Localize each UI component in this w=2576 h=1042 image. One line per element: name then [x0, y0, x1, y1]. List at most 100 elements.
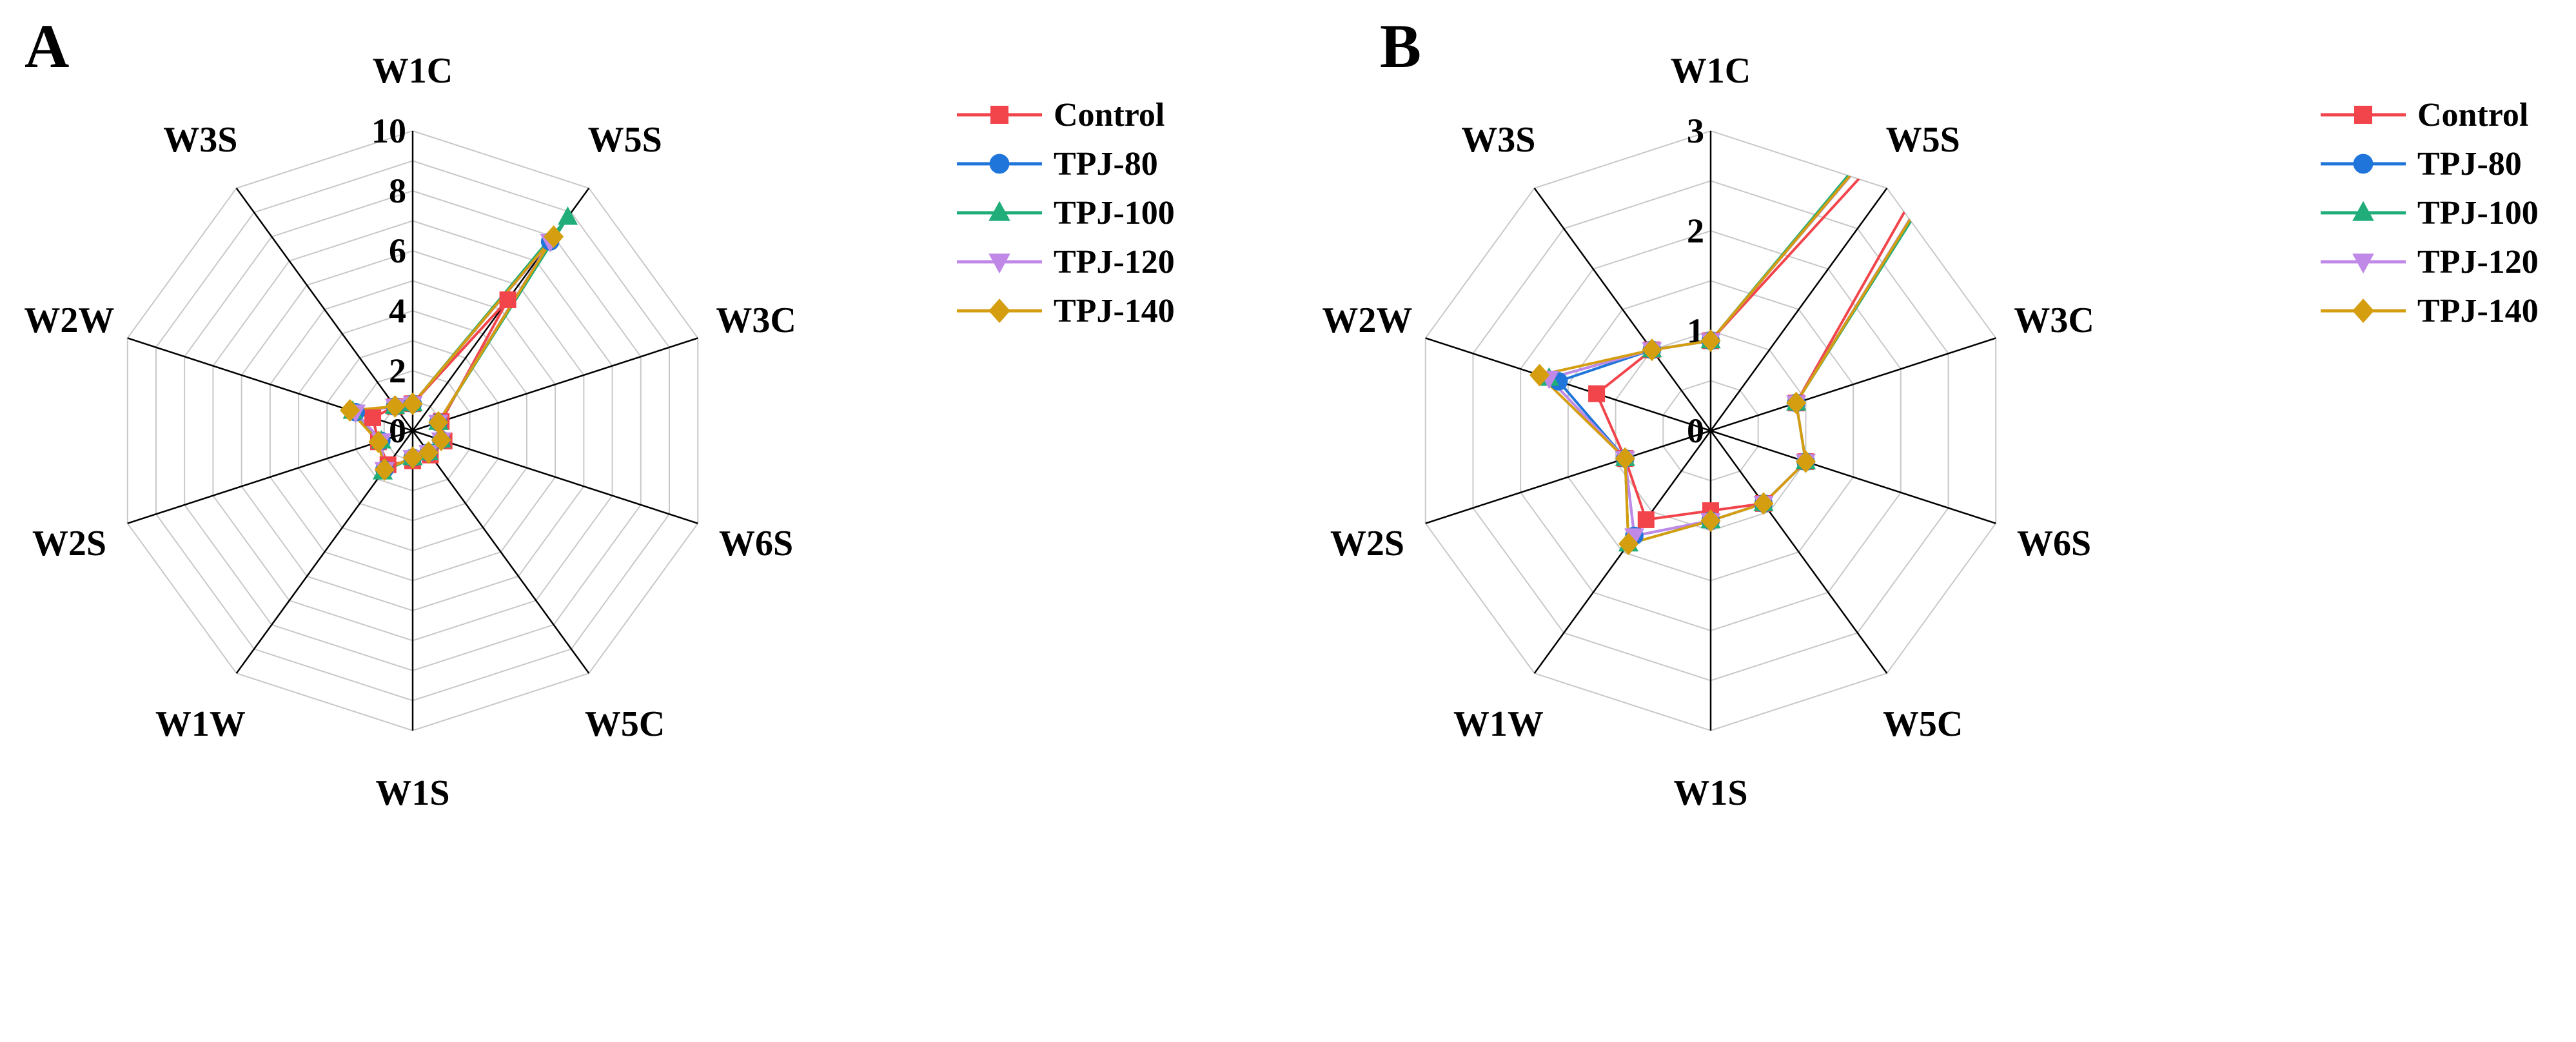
legend-marker-tpj-100 — [988, 201, 1010, 221]
data-point-tpj-140-w3s — [385, 395, 406, 418]
series-line-tpj-120 — [1548, 131, 1996, 538]
legend-marker-tpj-120 — [988, 253, 1010, 274]
axis-line-w1w — [1533, 430, 1712, 674]
legend-label-tpj-120: TPJ-120 — [1054, 243, 1175, 280]
axis-line-w2s — [1425, 429, 1711, 524]
axis-label-w6s: W6S — [719, 524, 793, 564]
legend-label-tpj-80: TPJ-80 — [1054, 145, 1158, 182]
legend-marker-tpj-80 — [989, 153, 1010, 174]
radial-tick-label: 0 — [389, 411, 406, 450]
legend-key-tpj-140 — [957, 299, 1042, 323]
axis-line-w3s — [1533, 188, 1712, 431]
legend-label-tpj-100: TPJ-100 — [2417, 194, 2539, 231]
legend-key-control — [2321, 106, 2406, 124]
data-point-tpj-140-w2w — [1529, 364, 1550, 387]
legend-item-tpj-120: TPJ-120 — [2318, 237, 2539, 286]
data-point-tpj-140-w3s — [1642, 339, 1662, 362]
axis-label-w1w: W1W — [1453, 704, 1544, 744]
data-point-tpj-100-w5s — [557, 206, 578, 225]
radial-tick-label: 2 — [1687, 211, 1704, 250]
radial-tick-label: 3 — [1687, 112, 1704, 150]
data-point-tpj-140-w3c — [1786, 391, 1807, 415]
axis-label-w1s: W1S — [375, 773, 449, 813]
axis-label-w2s: W2S — [32, 524, 106, 564]
series-line-tpj-140 — [1538, 131, 1996, 546]
legend-item-tpj-100: TPJ-100 — [954, 188, 1175, 237]
axis-label-w5c: W5C — [1883, 704, 1963, 744]
data-point-control-w2w — [1588, 385, 1606, 402]
data-point-control-w1w — [1637, 511, 1655, 528]
axis-label-w5c: W5C — [585, 704, 665, 744]
axis-line-w5c — [411, 430, 590, 674]
data-point-tpj-140-w6s — [431, 428, 451, 451]
legend-marker-control — [2354, 106, 2372, 124]
legend-label-tpj-140: TPJ-140 — [2417, 292, 2539, 329]
data-point-tpj-140-w1w — [374, 458, 395, 481]
axis-label-w5s: W5S — [588, 120, 662, 160]
axis-line-w6s — [412, 429, 698, 524]
legend-item-tpj-140: TPJ-140 — [2318, 286, 2539, 335]
axis-line-w5s — [1709, 188, 1888, 431]
marker-group — [340, 206, 578, 481]
legend-item-control: Control — [954, 90, 1175, 139]
legend-item-tpj-80: TPJ-80 — [2318, 139, 2539, 188]
data-point-tpj-140-w2s — [1615, 447, 1635, 470]
legend-label-control: Control — [1054, 96, 1165, 133]
data-point-tpj-140-w6s — [1795, 450, 1816, 473]
data-point-tpj-140-w1w — [1618, 533, 1639, 556]
data-point-tpj-140-w2s — [368, 430, 389, 453]
radial-tick-label: 8 — [389, 172, 406, 210]
panel-a-legend: Control TPJ-80 TPJ-100 TPJ-120 TPJ-140 — [954, 90, 1175, 335]
legend-item-tpj-80: TPJ-80 — [954, 139, 1175, 188]
legend-marker-tpj-100 — [2352, 201, 2374, 221]
legend-marker-tpj-140 — [988, 299, 1010, 323]
axis-label-w1c: W1C — [373, 51, 453, 91]
legend-key-tpj-80 — [957, 153, 1042, 174]
axis-label-w3s: W3S — [1461, 120, 1535, 160]
axis-label-w1s: W1S — [1673, 773, 1747, 813]
axis-label-w2w: W2W — [24, 300, 114, 340]
data-point-tpj-140-w5s — [544, 225, 564, 248]
axis-label-w5s: W5S — [1886, 120, 1960, 160]
radial-tick-label: 6 — [389, 231, 406, 270]
axis-label-w3c: W3C — [716, 300, 796, 340]
legend-key-tpj-80 — [2321, 153, 2406, 174]
legend-item-control: Control — [2318, 90, 2539, 139]
radial-tick-label: 4 — [389, 291, 406, 330]
panel-b-label: B — [1380, 12, 1422, 81]
axis-label-w1w: W1W — [155, 704, 246, 744]
legend-key-tpj-140 — [2321, 299, 2406, 323]
data-point-control-w2w — [364, 409, 382, 426]
axis-line-w5c — [1709, 430, 1888, 674]
axis-label-w3c: W3C — [2014, 300, 2094, 340]
marker-group — [1529, 329, 1816, 556]
legend-label-tpj-140: TPJ-140 — [1054, 292, 1175, 329]
data-point-tpj-140-w1s — [1700, 509, 1721, 533]
axis-line-w3s — [235, 188, 414, 431]
legend-item-tpj-100: TPJ-100 — [2318, 188, 2539, 237]
data-point-control-w5s — [499, 291, 516, 308]
axis-line-w6s — [1710, 429, 1996, 524]
radial-tick-label: 2 — [389, 351, 406, 390]
legend-key-tpj-100 — [2321, 201, 2406, 221]
axis-line-w3c — [412, 337, 698, 432]
data-point-tpj-140-w2w — [340, 398, 360, 422]
legend-label-tpj-100: TPJ-100 — [1054, 194, 1175, 231]
legend-label-tpj-120: TPJ-120 — [2417, 243, 2539, 280]
axis-line-w2w — [1425, 337, 1711, 432]
axis-label-w6s: W6S — [2017, 524, 2091, 564]
axis-label-w3s: W3S — [163, 120, 237, 160]
data-point-tpj-140-w3c — [428, 411, 449, 434]
data-point-tpj-140-w1s — [402, 446, 423, 469]
legend-item-tpj-120: TPJ-120 — [954, 237, 1175, 286]
radial-tick-label: 10 — [371, 112, 406, 150]
series-line-control — [1595, 131, 1996, 521]
data-point-tpj-120-w1w — [1624, 528, 1645, 547]
series-line-tpj-80 — [1557, 131, 1996, 538]
legend-key-tpj-100 — [957, 201, 1042, 221]
legend-marker-tpj-80 — [2353, 153, 2374, 174]
legend-marker-control — [990, 106, 1008, 124]
series-group — [1538, 131, 1996, 546]
